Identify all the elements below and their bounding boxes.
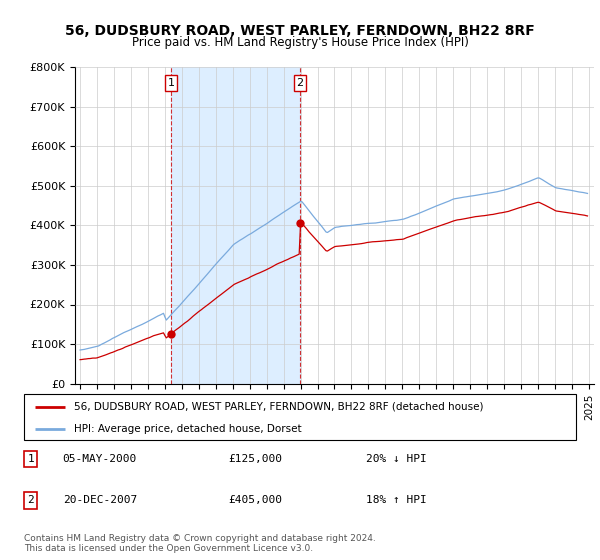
FancyBboxPatch shape bbox=[24, 394, 576, 440]
Text: 18% ↑ HPI: 18% ↑ HPI bbox=[366, 496, 427, 505]
Text: This data is licensed under the Open Government Licence v3.0.: This data is licensed under the Open Gov… bbox=[24, 544, 313, 553]
Text: £405,000: £405,000 bbox=[228, 496, 282, 505]
Text: 1: 1 bbox=[27, 454, 34, 464]
Text: 2: 2 bbox=[27, 496, 34, 505]
Text: £125,000: £125,000 bbox=[228, 454, 282, 464]
Text: 2: 2 bbox=[296, 78, 304, 88]
Text: HPI: Average price, detached house, Dorset: HPI: Average price, detached house, Dors… bbox=[74, 424, 301, 435]
Text: 20% ↓ HPI: 20% ↓ HPI bbox=[366, 454, 427, 464]
Text: 1: 1 bbox=[167, 78, 175, 88]
Text: 56, DUDSBURY ROAD, WEST PARLEY, FERNDOWN, BH22 8RF: 56, DUDSBURY ROAD, WEST PARLEY, FERNDOWN… bbox=[65, 25, 535, 38]
Text: 56, DUDSBURY ROAD, WEST PARLEY, FERNDOWN, BH22 8RF (detached house): 56, DUDSBURY ROAD, WEST PARLEY, FERNDOWN… bbox=[74, 402, 483, 412]
Text: Price paid vs. HM Land Registry's House Price Index (HPI): Price paid vs. HM Land Registry's House … bbox=[131, 36, 469, 49]
Text: 20-DEC-2007: 20-DEC-2007 bbox=[62, 496, 137, 505]
Text: 05-MAY-2000: 05-MAY-2000 bbox=[62, 454, 137, 464]
Bar bbox=[171, 67, 300, 384]
Text: Contains HM Land Registry data © Crown copyright and database right 2024.: Contains HM Land Registry data © Crown c… bbox=[24, 534, 376, 543]
